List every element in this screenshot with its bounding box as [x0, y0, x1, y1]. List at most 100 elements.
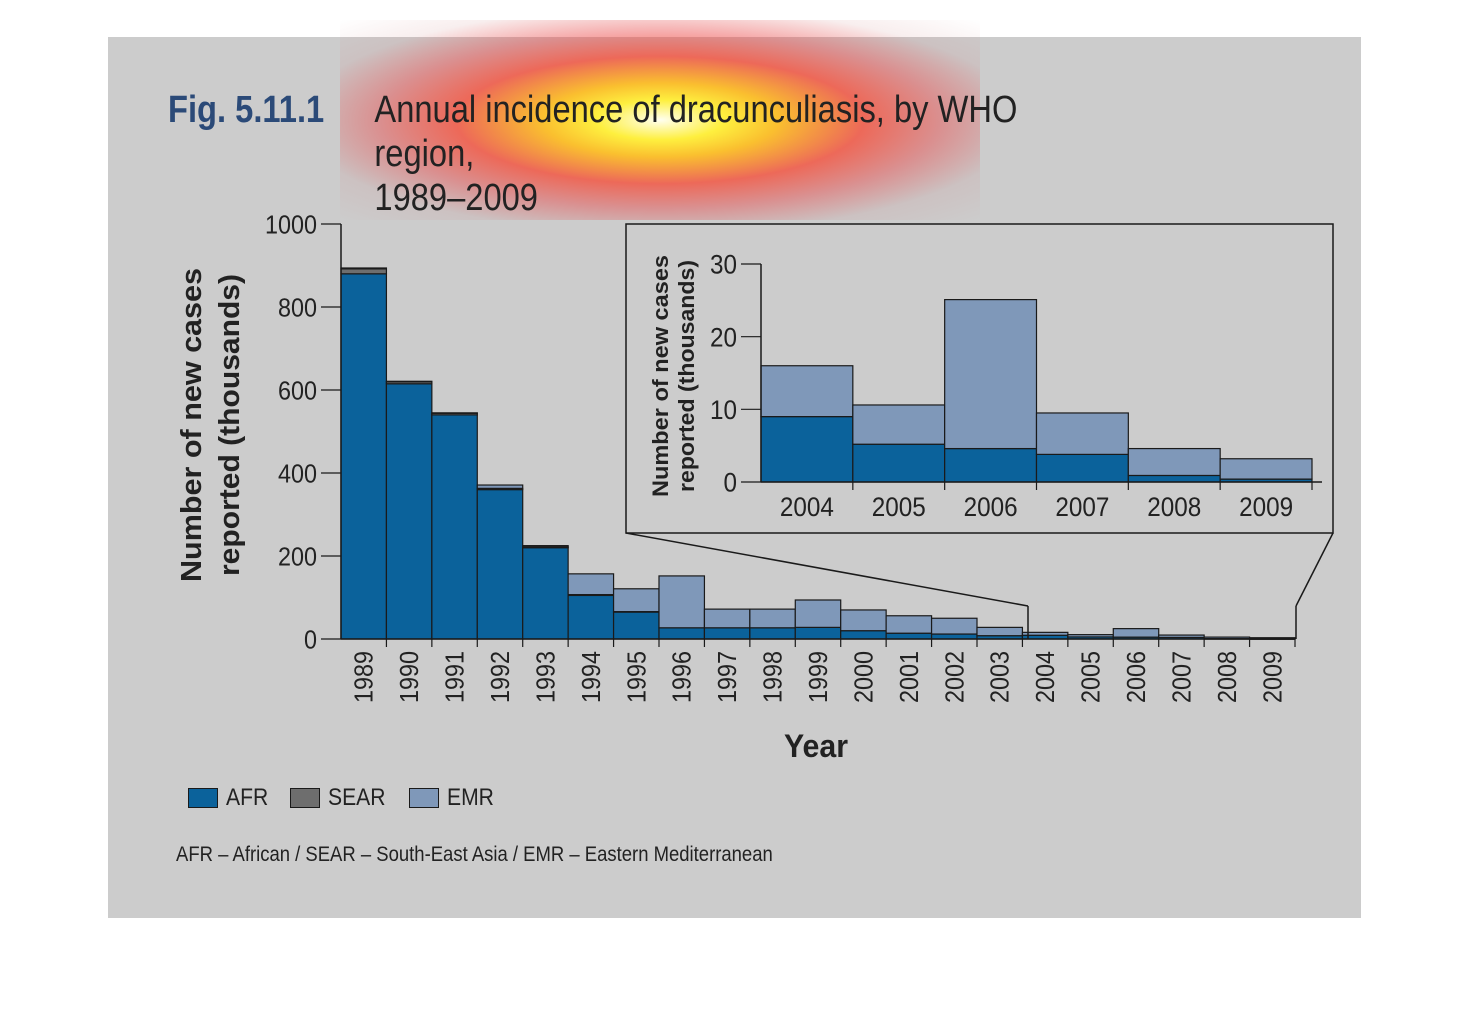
- legend-item-afr: AFR: [188, 784, 274, 812]
- main-bar-emr-1991: [431, 412, 478, 414]
- inset-bar-emr-2007: [1035, 412, 1129, 455]
- main-bar-emr-2000: [840, 609, 887, 632]
- main-bar-emr-1999: [794, 599, 842, 628]
- main-bar-afr-1996: [658, 627, 706, 640]
- figure-caption: Annual incidence of dracunculiasis, by W…: [374, 88, 1114, 220]
- inset-plot: 0 10 20 30 2004 2005 2006 2007 2008 2009: [710, 250, 1322, 522]
- inset-bar-afr-2006: [944, 447, 1038, 483]
- main-bar-emr-1998: [749, 608, 796, 629]
- figure-number: Fig. 5.11.1: [168, 89, 325, 131]
- main-bar-afr-1989: [340, 273, 388, 640]
- main-bar-afr-1992: [476, 489, 524, 640]
- main-bar-afr-1998: [749, 627, 796, 640]
- legend-label-sear: SEAR: [328, 784, 386, 811]
- main-x-tick-label: 1994: [576, 651, 606, 703]
- legend-swatch-afr: [188, 788, 218, 808]
- inset-y-tick-label: 0: [724, 468, 738, 498]
- caption-line-1: Annual incidence of dracunculiasis, by W…: [374, 89, 1018, 175]
- main-x-tick-label: 1989: [349, 651, 379, 703]
- main-x-tick-label: 1997: [712, 651, 742, 703]
- main-bar-afr-1997: [703, 627, 751, 640]
- main-y-tick-label: 800: [278, 292, 317, 322]
- main-x-axis-title: Year: [784, 728, 848, 764]
- main-bar-afr-1993: [522, 547, 569, 640]
- main-bar-emr-2007: [1158, 634, 1205, 639]
- inset-y-tick-label: 20: [710, 322, 737, 352]
- inset-bar-afr-2007: [1035, 453, 1129, 483]
- main-bar-afr-1991: [431, 414, 478, 640]
- main-x-tick-label: 1995: [621, 651, 651, 703]
- main-bar-emr-1990: [385, 380, 433, 383]
- legend-label-emr: EMR: [447, 784, 495, 811]
- main-bar-emr-1989: [340, 267, 388, 270]
- main-x-tick-label: 1996: [667, 651, 697, 703]
- inset-y-tick-label: 10: [710, 395, 737, 425]
- main-y-tick-label: 1000: [265, 209, 317, 239]
- inset-x-tick-label: 2006: [964, 492, 1018, 522]
- main-bar-emr-2006: [1112, 628, 1160, 638]
- main-bar-afr-1994: [567, 594, 615, 640]
- main-y-tick-label: 200: [278, 541, 317, 571]
- inset-y-axis-title-line1: Number of new cases: [648, 255, 673, 497]
- main-x-tick-label: 1998: [758, 651, 788, 703]
- inset-connector-right: [1295, 532, 1334, 607]
- main-x-tick-label: 2003: [985, 651, 1015, 703]
- main-bar-afr-2001: [885, 632, 933, 640]
- main-x-tick-label: 2008: [1212, 651, 1242, 703]
- footnote: AFR – African / SEAR – South-East Asia /…: [176, 843, 773, 866]
- inset-x-tick-label: 2007: [1055, 492, 1109, 522]
- legend-item-sear: SEAR: [290, 784, 393, 812]
- main-x-tick-label: 2004: [1030, 651, 1060, 703]
- main-x-tick-label: 1990: [394, 651, 424, 703]
- inset-connector-left: [625, 532, 1029, 607]
- inset-bar-afr-2004: [760, 416, 854, 483]
- main-bar-emr-2003: [976, 626, 1024, 637]
- main-x-tick-label: 1991: [440, 651, 470, 703]
- main-y-axis-title-line2: reported (thousands): [214, 274, 246, 576]
- inset-x-tick-label: 2004: [780, 492, 834, 522]
- inset-x-tick-label: 2005: [872, 492, 926, 522]
- main-bar-emr-1997: [703, 608, 751, 629]
- inset-bar-afr-2005: [852, 443, 946, 483]
- legend-swatch-emr: [409, 788, 440, 808]
- main-bar-afr-1999: [794, 626, 842, 640]
- main-x-tick-label: 1999: [803, 651, 833, 703]
- main-bar-emr-1993: [522, 545, 569, 548]
- inset-bar-emr-2008: [1127, 447, 1221, 477]
- main-x-tick-label: 2000: [848, 651, 878, 703]
- inset-x-tick-label: 2009: [1239, 492, 1293, 522]
- main-bar-emr-1995: [612, 588, 660, 613]
- inset-bar-emr-2009: [1219, 458, 1313, 480]
- main-bar-emr-2005: [1067, 634, 1114, 638]
- legend-swatch-sear: [290, 788, 320, 808]
- main-x-tick-label: 2006: [1121, 651, 1151, 703]
- inset-y-axis-title-line2: reported (thousands): [674, 260, 699, 492]
- main-bar-emr-2001: [885, 615, 933, 634]
- legend-label-afr: AFR: [226, 784, 269, 811]
- inset-bar-afr-2008: [1127, 474, 1221, 483]
- main-bar-emr-2002: [930, 617, 978, 635]
- inset-bar-emr-2005: [852, 404, 946, 445]
- main-x-tick-label: 2007: [1166, 651, 1196, 703]
- main-y-tick-label: 0: [304, 624, 317, 654]
- main-y-tick-label: 400: [278, 458, 317, 488]
- main-bar-emr-2004: [1021, 631, 1069, 636]
- main-bar-sear-1989: [340, 268, 388, 275]
- main-x-tick-label: 2002: [939, 651, 969, 703]
- main-bar-emr-1994: [567, 573, 615, 596]
- legend-item-emr: EMR: [409, 784, 500, 812]
- main-x-tick-label: 1993: [530, 651, 560, 703]
- inset-x-tick-label: 2008: [1147, 492, 1201, 522]
- inset-bar-emr-2004: [760, 365, 854, 418]
- figure-title: Fig. 5.11.1 Annual incidence of dracuncu…: [168, 88, 1114, 219]
- main-x-tick-label: 1992: [485, 651, 515, 703]
- main-x-tick-label: 2005: [1076, 651, 1106, 703]
- inset-bar-emr-2006: [944, 299, 1038, 450]
- main-bar-emr-1996: [658, 575, 706, 629]
- legend: AFR SEAR EMR: [188, 784, 517, 812]
- main-x-tick-label: 2009: [1257, 651, 1287, 703]
- main-bar-afr-2000: [840, 630, 887, 640]
- main-y-tick-label: 600: [278, 375, 317, 405]
- caption-line-2: 1989–2009: [374, 177, 538, 219]
